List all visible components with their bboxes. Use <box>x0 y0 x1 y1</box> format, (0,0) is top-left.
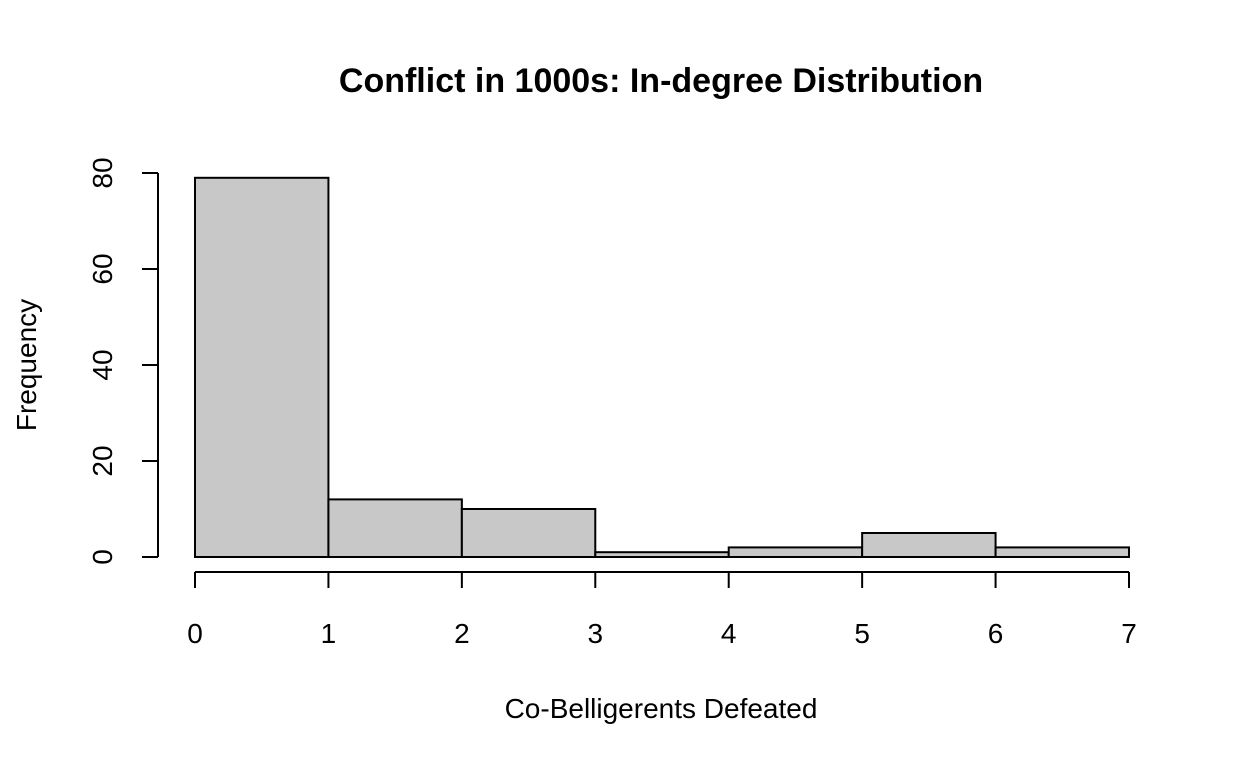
x-tick-label-2: 2 <box>454 618 470 649</box>
histogram-bar-6 <box>994 546 1130 559</box>
y-tick-label-1: 20 <box>87 445 118 476</box>
x-axis-label: Co-Belligerents Defeated <box>505 693 818 724</box>
x-tick-label-0: 0 <box>187 618 203 649</box>
x-tick-label-3: 3 <box>587 618 603 649</box>
histogram-bar-4 <box>727 546 864 559</box>
bars-group <box>194 176 1130 559</box>
histogram-bar-3 <box>594 551 730 559</box>
x-tick-label-7: 7 <box>1121 618 1137 649</box>
x-tick-label-5: 5 <box>854 618 870 649</box>
histogram-bar-0 <box>194 176 330 559</box>
x-axis: 0 1 2 3 4 5 6 7 <box>187 571 1137 649</box>
histogram-bar-5 <box>861 532 997 558</box>
x-tick-label-6: 6 <box>988 618 1004 649</box>
y-tick-label-0: 0 <box>87 549 118 565</box>
y-tick-label-4: 80 <box>87 157 118 188</box>
y-axis: 0 20 40 60 80 <box>87 157 159 565</box>
y-axis-label: Frequency <box>11 299 42 431</box>
x-tick-label-1: 1 <box>321 618 337 649</box>
y-tick-label-3: 60 <box>87 253 118 284</box>
chart-title: Conflict in 1000s: In-degree Distributio… <box>339 62 983 100</box>
histogram-bar-1 <box>327 498 463 558</box>
x-tick-label-4: 4 <box>721 618 737 649</box>
y-tick-label-2: 40 <box>87 349 118 380</box>
histogram-bar-2 <box>460 508 597 558</box>
